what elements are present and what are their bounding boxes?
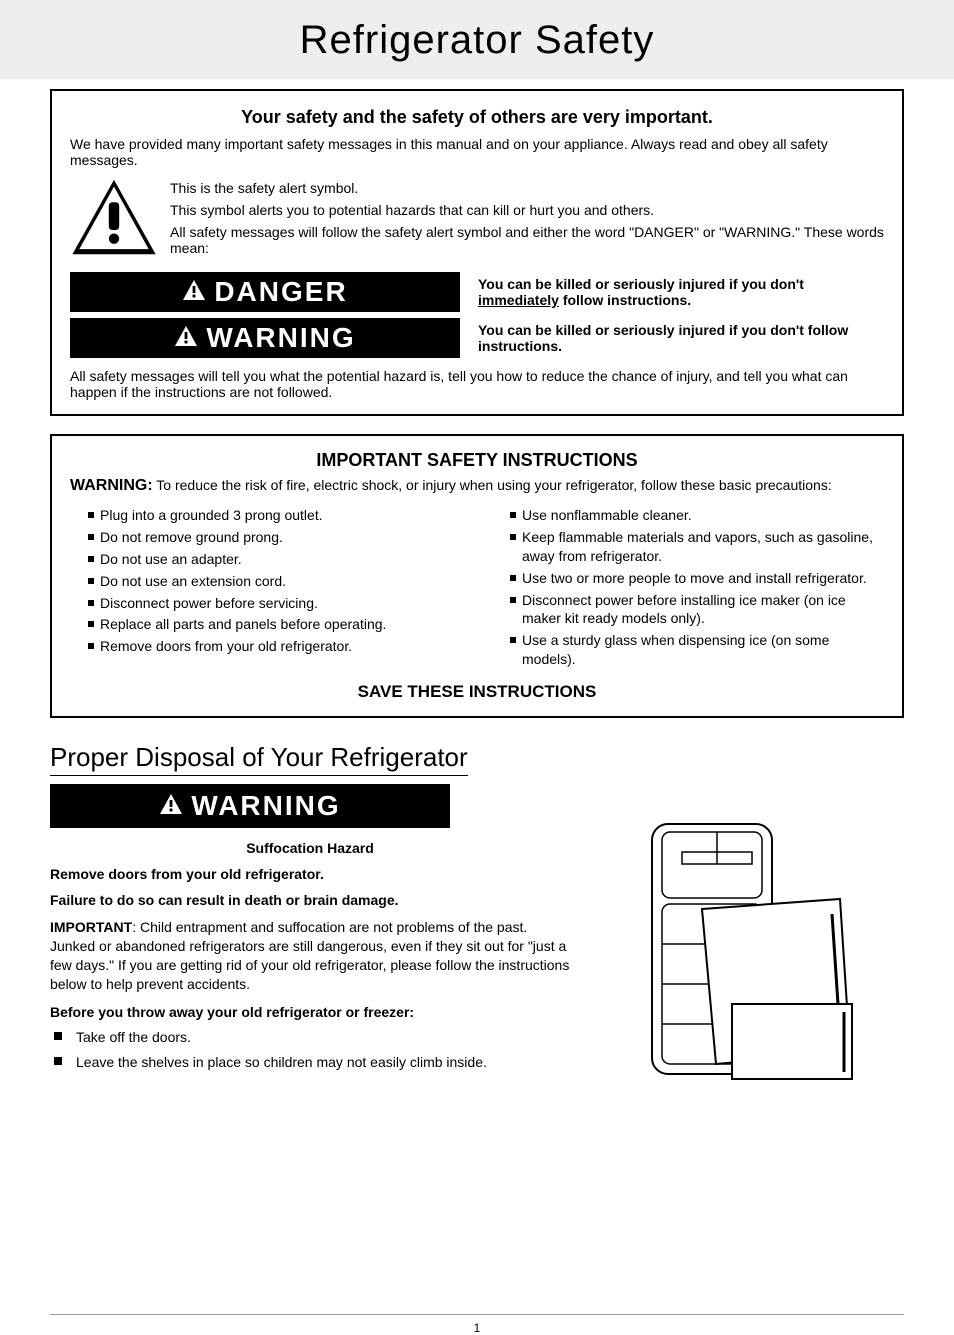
precautions-columns: Plug into a grounded 3 prong outlet. Do … [70, 503, 884, 672]
isi-warning-line: WARNING: To reduce the risk of fire, ele… [70, 477, 884, 495]
danger-description: You can be killed or seriously injured i… [460, 276, 884, 308]
precautions-left: Plug into a grounded 3 prong outlet. Do … [70, 503, 462, 672]
warning-description: You can be killed or seriously injured i… [460, 322, 884, 354]
alert-icon [182, 276, 206, 308]
list-item: Take off the doors. [54, 1028, 570, 1047]
list-item: Plug into a grounded 3 prong outlet. [88, 506, 462, 525]
important-safety-box: IMPORTANT SAFETY INSTRUCTIONS WARNING: T… [50, 434, 904, 718]
document-page: Refrigerator Safety Your safety and the … [0, 0, 954, 1335]
safety-symbol-row: This is the safety alert symbol. This sy… [70, 178, 884, 262]
disposal-text-column: WARNING Suffocation Hazard Remove doors … [50, 784, 570, 1084]
intro-paragraph: We have provided many important safety m… [70, 136, 884, 168]
disposal-illustration-column [600, 784, 904, 1084]
list-item: Replace all parts and panels before oper… [88, 615, 462, 634]
save-instructions: SAVE THESE INSTRUCTIONS [70, 682, 884, 702]
safety-intro-box: Your safety and the safety of others are… [50, 89, 904, 416]
warning-row: WARNING You can be killed or seriously i… [70, 318, 884, 358]
list-item: Use nonflammable cleaner. [510, 506, 884, 525]
list-item: Disconnect power before servicing. [88, 594, 462, 613]
hazard-title: Suffocation Hazard [50, 840, 570, 856]
danger-row: DANGER You can be killed or seriously in… [70, 272, 884, 312]
page-title: Refrigerator Safety [0, 18, 954, 63]
alert-icon [174, 322, 198, 354]
precautions-right: Use nonflammable cleaner. Keep flammable… [492, 503, 884, 672]
disposal-steps: Take off the doors. Leave the shelves in… [50, 1028, 570, 1072]
disposal-row: WARNING Suffocation Hazard Remove doors … [50, 784, 904, 1084]
disposal-section-title: Proper Disposal of Your Refrigerator [50, 742, 468, 776]
list-item: Do not use an adapter. [88, 550, 462, 569]
list-item: Do not remove ground prong. [88, 528, 462, 547]
list-item: Leave the shelves in place so children m… [54, 1053, 570, 1072]
list-item: Do not use an extension cord. [88, 572, 462, 591]
symbol-text-block: This is the safety alert symbol. This sy… [170, 178, 884, 262]
list-item: Keep flammable materials and vapors, suc… [510, 528, 884, 566]
title-bar: Refrigerator Safety [0, 0, 954, 79]
hazard-line: Failure to do so can result in death or … [50, 892, 570, 908]
page-number: 1 [474, 1321, 481, 1335]
danger-label-text: DANGER [214, 276, 347, 308]
safety-alert-icon [70, 178, 158, 259]
intro-heading: Your safety and the safety of others are… [70, 107, 884, 128]
list-item: Use a sturdy glass when dispensing ice (… [510, 631, 884, 669]
before-heading: Before you throw away your old refrigera… [50, 1004, 570, 1020]
warning-label-text: WARNING [206, 322, 355, 354]
disposal-section: Proper Disposal of Your Refrigerator WAR… [50, 736, 904, 1084]
disposal-warning-text: WARNING [191, 790, 340, 822]
isi-title: IMPORTANT SAFETY INSTRUCTIONS [70, 450, 884, 471]
list-item: Use two or more people to move and insta… [510, 569, 884, 588]
alert-icon [159, 790, 183, 822]
danger-label: DANGER [70, 272, 460, 312]
warning-label: WARNING [70, 318, 460, 358]
page-content: Your safety and the safety of others are… [0, 79, 954, 1114]
hazard-line: Remove doors from your old refrigerator. [50, 866, 570, 882]
disposal-warning-label: WARNING [50, 784, 450, 828]
symbol-line: This symbol alerts you to potential haza… [170, 202, 884, 218]
list-item: Remove doors from your old refrigerator. [88, 637, 462, 656]
refrigerator-illustration-icon [622, 804, 882, 1084]
closing-paragraph: All safety messages will tell you what t… [70, 368, 884, 400]
list-item: Disconnect power before installing ice m… [510, 591, 884, 629]
page-footer: 1 [50, 1314, 904, 1335]
important-paragraph: IMPORTANT: Child entrapment and suffocat… [50, 918, 570, 994]
symbol-line: This is the safety alert symbol. [170, 180, 884, 196]
symbol-line: All safety messages will follow the safe… [170, 224, 884, 256]
